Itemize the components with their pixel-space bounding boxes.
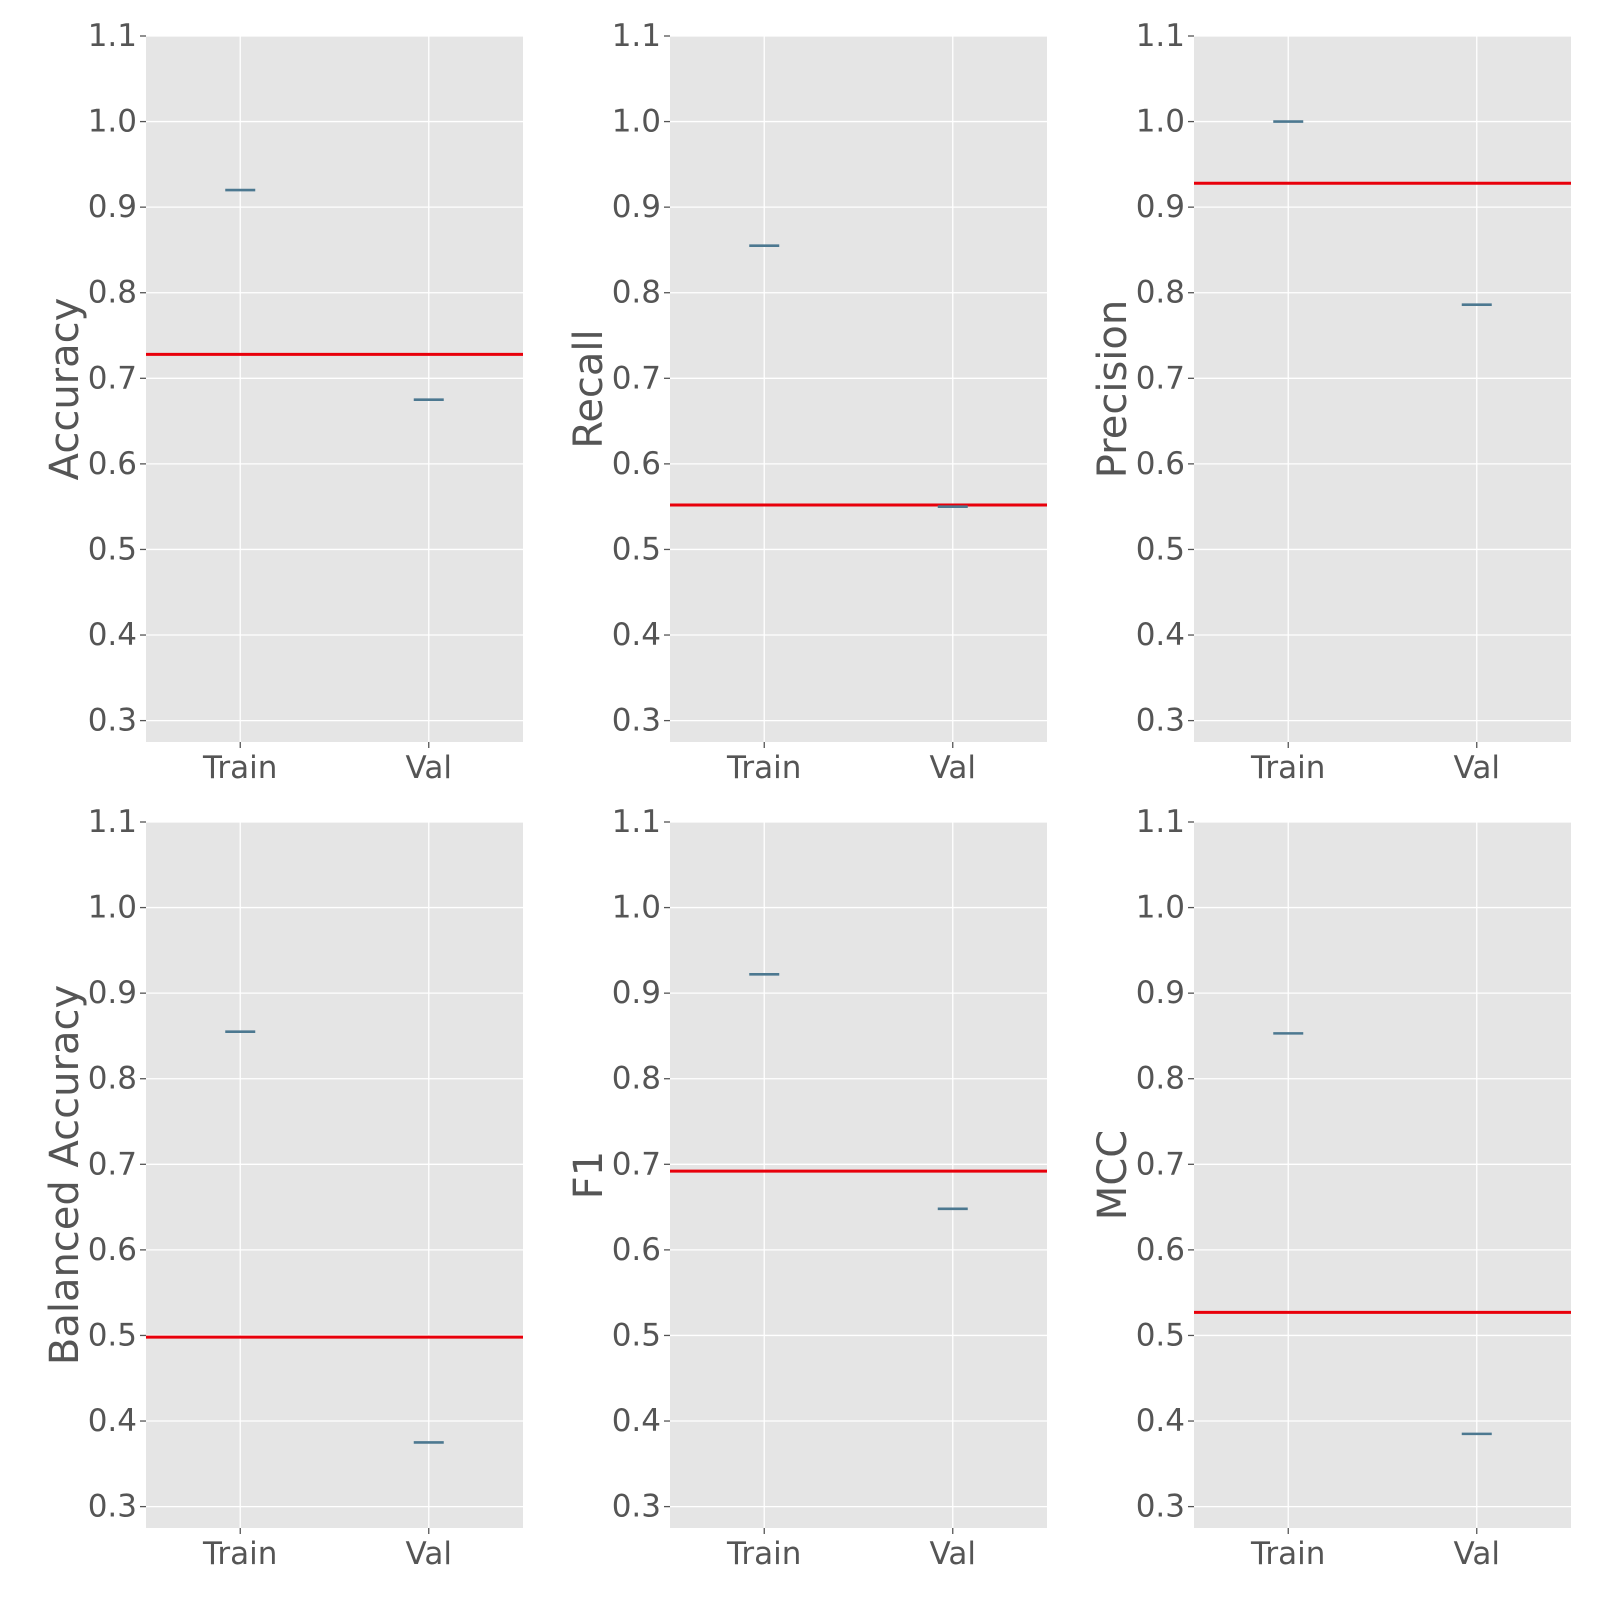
plot-area xyxy=(146,36,523,742)
y-tick-label: 0.6 xyxy=(612,446,661,482)
y-axis-label: Precision xyxy=(1090,300,1136,478)
y-tick-label: 0.7 xyxy=(1136,360,1185,396)
y-tick-label: 1.1 xyxy=(1136,18,1185,54)
x-tick-label-train: Train xyxy=(726,1536,801,1572)
y-tick-label: 0.4 xyxy=(612,617,661,653)
y-tick-label: 0.8 xyxy=(88,1061,137,1097)
y-tick-label: 0.6 xyxy=(1136,1232,1185,1268)
y-tick-label: 0.7 xyxy=(88,360,137,396)
x-tick-label-val: Val xyxy=(1454,1536,1500,1572)
y-tick-label: 0.4 xyxy=(612,1403,661,1439)
y-tick-label: 0.6 xyxy=(612,1232,661,1268)
y-tick-label: 0.9 xyxy=(612,189,661,225)
y-tick-label: 0.5 xyxy=(88,531,137,567)
y-tick-label: 1.0 xyxy=(88,890,137,926)
x-tick-label-val: Val xyxy=(930,1536,976,1572)
y-tick-label: 0.5 xyxy=(88,1317,137,1353)
y-tick-label: 0.7 xyxy=(612,1146,661,1182)
y-axis-label: F1 xyxy=(566,1151,612,1199)
y-tick-label: 0.7 xyxy=(612,360,661,396)
plot-area xyxy=(146,822,523,1528)
panel-balanced-accuracy: 0.3 0.4 0.5 0.6 0.7 0.8 0.9 1.0 1.1 Train Val Balan… xyxy=(42,804,523,1572)
y-tick-label: 0.6 xyxy=(88,446,137,482)
x-tick-label-val: Val xyxy=(1454,750,1500,786)
y-tick-label: 0.7 xyxy=(1136,1146,1185,1182)
plot-area xyxy=(670,36,1047,742)
y-axis-label: Recall xyxy=(566,329,612,448)
y-tick-label: 0.6 xyxy=(1136,446,1185,482)
y-tick-label: 1.0 xyxy=(1136,890,1185,926)
y-tick-label: 0.5 xyxy=(1136,1317,1185,1353)
y-tick-label: 1.0 xyxy=(1136,104,1185,140)
y-tick-label: 1.1 xyxy=(88,18,137,54)
y-tick-label: 0.4 xyxy=(1136,617,1185,653)
y-tick-label: 1.0 xyxy=(612,890,661,926)
plot-area xyxy=(670,822,1047,1528)
y-tick-label: 0.3 xyxy=(88,1489,137,1525)
y-tick-label: 1.0 xyxy=(612,104,661,140)
y-tick-label: 0.4 xyxy=(88,617,137,653)
x-tick-label-train: Train xyxy=(1250,750,1325,786)
y-tick-label: 0.8 xyxy=(612,1061,661,1097)
y-tick-label: 0.3 xyxy=(1136,1489,1185,1525)
panel-accuracy: 0.3 0.4 0.5 0.6 0.7 0.8 0.9 1.0 1.1 Train Val Accur… xyxy=(42,18,523,786)
y-tick-label: 1.1 xyxy=(612,804,661,840)
x-tick-label-val: Val xyxy=(406,750,452,786)
panel-precision: 0.3 0.4 0.5 0.6 0.7 0.8 0.9 1.0 1.1 Train Val Preci… xyxy=(1090,18,1571,786)
x-tick-label-train: Train xyxy=(1250,1536,1325,1572)
y-tick-label: 1.1 xyxy=(1136,804,1185,840)
y-tick-label: 0.9 xyxy=(1136,189,1185,225)
x-tick-label-train: Train xyxy=(202,750,277,786)
y-tick-label: 0.8 xyxy=(88,275,137,311)
y-axis-label: Accuracy xyxy=(42,298,88,481)
y-tick-label: 0.7 xyxy=(88,1146,137,1182)
y-tick-label: 0.5 xyxy=(612,531,661,567)
y-tick-label: 0.5 xyxy=(1136,531,1185,567)
y-tick-label: 0.3 xyxy=(612,703,661,739)
y-tick-label: 0.8 xyxy=(1136,275,1185,311)
panel-mcc: 0.3 0.4 0.5 0.6 0.7 0.8 0.9 1.0 1.1 Train Val MCC xyxy=(1090,804,1571,1572)
y-tick-label: 0.9 xyxy=(88,975,137,1011)
y-tick-label: 0.8 xyxy=(1136,1061,1185,1097)
y-tick-label: 1.1 xyxy=(88,804,137,840)
panel-f1: 0.3 0.4 0.5 0.6 0.7 0.8 0.9 1.0 1.1 Train Val F1 xyxy=(566,804,1047,1572)
y-tick-label: 0.4 xyxy=(88,1403,137,1439)
y-tick-label: 1.1 xyxy=(612,18,661,54)
y-tick-label: 0.9 xyxy=(88,189,137,225)
x-tick-label-val: Val xyxy=(930,750,976,786)
y-axis-label: Balanced Accuracy xyxy=(42,985,88,1365)
y-tick-label: 0.5 xyxy=(612,1317,661,1353)
y-tick-label: 0.9 xyxy=(612,975,661,1011)
y-axis-label: MCC xyxy=(1090,1130,1136,1220)
plot-area xyxy=(1194,36,1571,742)
x-tick-label-train: Train xyxy=(726,750,801,786)
y-tick-label: 0.4 xyxy=(1136,1403,1185,1439)
y-tick-label: 0.3 xyxy=(612,1489,661,1525)
y-tick-label: 0.6 xyxy=(88,1232,137,1268)
panel-recall: 0.3 0.4 0.5 0.6 0.7 0.8 0.9 1.0 1.1 Train Val Recal… xyxy=(566,18,1047,786)
y-tick-label: 0.9 xyxy=(1136,975,1185,1011)
x-tick-label-train: Train xyxy=(202,1536,277,1572)
y-tick-label: 0.3 xyxy=(1136,703,1185,739)
y-tick-label: 0.3 xyxy=(88,703,137,739)
x-tick-label-val: Val xyxy=(406,1536,452,1572)
plot-area xyxy=(1194,822,1571,1528)
y-tick-label: 0.8 xyxy=(612,275,661,311)
y-tick-label: 1.0 xyxy=(88,104,137,140)
